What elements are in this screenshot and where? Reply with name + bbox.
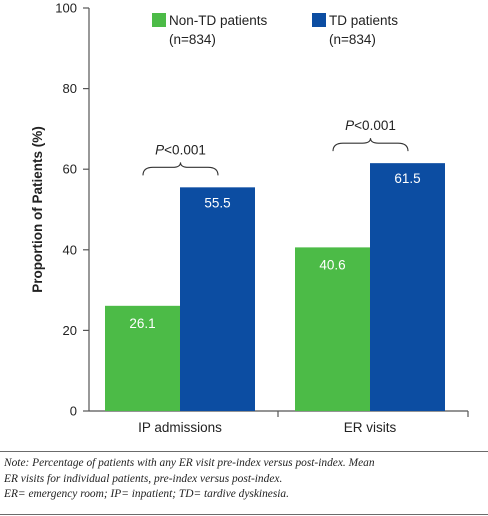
y-tick-label: 40 [63, 242, 77, 257]
bar-value-label: 55.5 [204, 195, 230, 210]
x-category-label: IP admissions [138, 420, 222, 435]
chart-labels: 26.1 55.5 IP admissions 40.6 61.5 ER visits P<… [129, 118, 420, 435]
figure-note: Note: Percentage of patients with any ER… [4, 456, 484, 503]
significance-label: P<0.001 [155, 142, 206, 157]
legend-label: TD patients [329, 13, 398, 28]
bar [105, 305, 180, 411]
chart-axes: 0 20 40 60 80 100 Proportion of Patients (%) [30, 1, 469, 419]
significance-label: P<0.001 [345, 118, 396, 133]
note-line-2: ER visits for individual patients, pre-i… [4, 472, 283, 485]
y-axis-label: Proportion of Patients (%) [30, 126, 45, 293]
x-category-label: ER visits [344, 420, 397, 435]
chart-bars [105, 163, 445, 411]
note-top-rule [0, 451, 488, 452]
legend-n-label: (n=834) [329, 32, 376, 47]
bar [295, 247, 370, 411]
legend-swatch [312, 13, 326, 27]
bar-value-label: 61.5 [394, 171, 420, 186]
bar [370, 163, 445, 411]
legend-label: Non-TD patients [169, 13, 268, 28]
legend-swatch [152, 13, 166, 27]
chart-legend: Non-TD patients (n=834) TD patients (n=834) [152, 13, 398, 47]
bar-chart: 0 20 40 60 80 100 Proportion of Patients (%) 2… [30, 1, 469, 435]
significance-brace [332, 138, 409, 152]
note-line-3: ER= emergency room; IP= inpatient; TD= t… [4, 488, 289, 500]
note-bottom-rule [0, 514, 488, 515]
legend-n-label: (n=834) [169, 32, 216, 47]
y-tick-label: 80 [63, 81, 77, 96]
y-tick-label: 100 [55, 1, 77, 16]
bar-value-label: 26.1 [129, 316, 155, 331]
y-tick-label: 60 [63, 162, 77, 177]
bar-value-label: 40.6 [319, 257, 345, 272]
note-line-1: Note: Percentage of patients with any ER… [4, 457, 375, 469]
bar [180, 187, 255, 411]
y-tick-label: 0 [70, 404, 77, 419]
y-tick-label: 20 [63, 323, 77, 338]
significance-brace [142, 162, 219, 176]
